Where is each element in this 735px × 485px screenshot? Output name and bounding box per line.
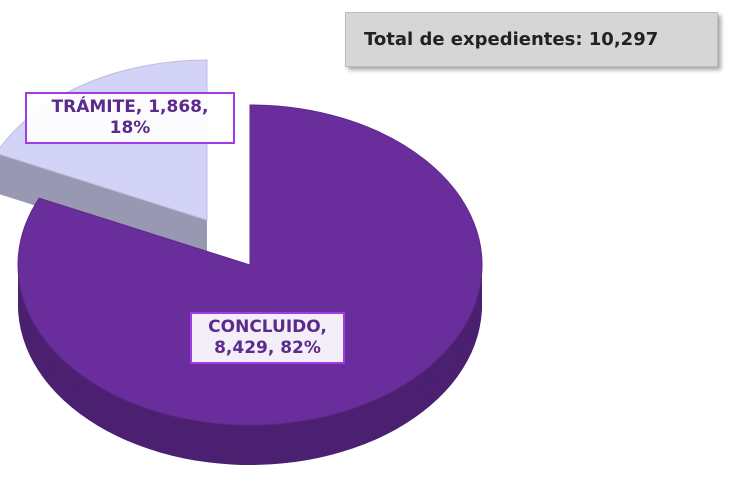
slice (17, 104, 483, 426)
total-annotation: Total de expedientes: 10,297 (345, 12, 718, 67)
data-label: CONCLUIDO, 8,429, 82% (190, 312, 345, 364)
data-label: TRÁMITE, 1,868, 18% (25, 92, 235, 144)
